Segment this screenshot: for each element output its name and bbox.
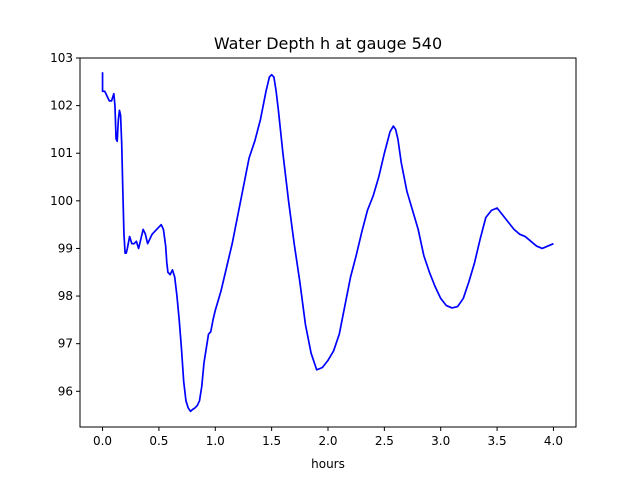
x-tick-label: 1.5	[262, 434, 281, 448]
x-tick-label: 3.5	[488, 434, 507, 448]
x-tick-label: 2.5	[375, 434, 394, 448]
x-axis: 0.0 0.5 1.0 1.5 2.0 2.5 3.0 3.5 4.0	[93, 427, 563, 448]
x-tick-label: 2.0	[318, 434, 337, 448]
x-tick-label: 4.0	[544, 434, 563, 448]
plot-area	[101, 72, 554, 413]
chart-title: Water Depth h at gauge 540	[214, 34, 442, 53]
y-tick-label: 98	[58, 289, 73, 303]
y-tick-label: 101	[50, 146, 73, 160]
x-tick-label: 0.0	[93, 434, 112, 448]
y-tick-label: 99	[58, 241, 73, 255]
y-tick-label: 100	[50, 194, 73, 208]
y-tick-label: 102	[50, 99, 73, 113]
x-axis-label: hours	[311, 457, 345, 471]
x-tick-label: 0.5	[149, 434, 168, 448]
series-line-0	[101, 72, 554, 413]
y-tick-label: 96	[58, 384, 73, 398]
y-tick-label: 97	[58, 337, 73, 351]
y-tick-label: 103	[50, 51, 73, 65]
x-tick-label: 3.0	[431, 434, 450, 448]
x-tick-label: 1.0	[206, 434, 225, 448]
y-axis: 96 97 98 99 100 101 102 103	[50, 51, 80, 398]
